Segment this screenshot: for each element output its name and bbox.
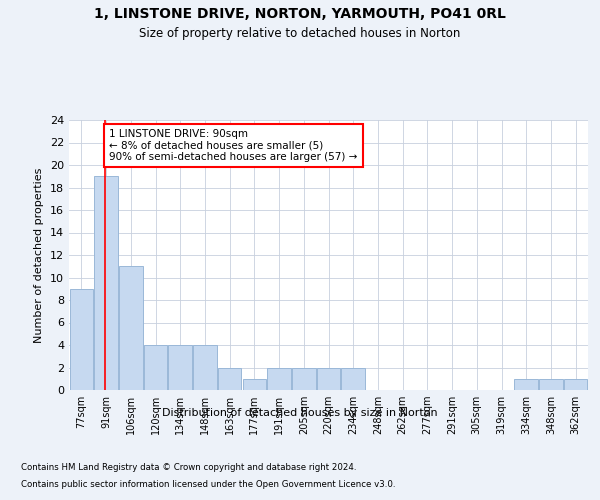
Bar [539, 379, 563, 390]
Bar [268, 368, 291, 390]
Text: Contains public sector information licensed under the Open Government Licence v3: Contains public sector information licen… [21, 480, 395, 489]
Text: Contains HM Land Registry data © Crown copyright and database right 2024.: Contains HM Land Registry data © Crown c… [21, 462, 356, 471]
Bar [292, 368, 316, 390]
Bar [514, 379, 538, 390]
Bar [119, 266, 143, 390]
Bar [218, 368, 241, 390]
Bar [70, 289, 93, 390]
Bar [341, 368, 365, 390]
Bar [242, 379, 266, 390]
Text: Distribution of detached houses by size in Norton: Distribution of detached houses by size … [162, 408, 438, 418]
Text: 1, LINSTONE DRIVE, NORTON, YARMOUTH, PO41 0RL: 1, LINSTONE DRIVE, NORTON, YARMOUTH, PO4… [94, 8, 506, 22]
Text: Size of property relative to detached houses in Norton: Size of property relative to detached ho… [139, 28, 461, 40]
Bar [94, 176, 118, 390]
Bar [169, 345, 192, 390]
Bar [564, 379, 587, 390]
Y-axis label: Number of detached properties: Number of detached properties [34, 168, 44, 342]
Text: 1 LINSTONE DRIVE: 90sqm
← 8% of detached houses are smaller (5)
90% of semi-deta: 1 LINSTONE DRIVE: 90sqm ← 8% of detached… [109, 129, 358, 162]
Bar [317, 368, 340, 390]
Bar [193, 345, 217, 390]
Bar [144, 345, 167, 390]
